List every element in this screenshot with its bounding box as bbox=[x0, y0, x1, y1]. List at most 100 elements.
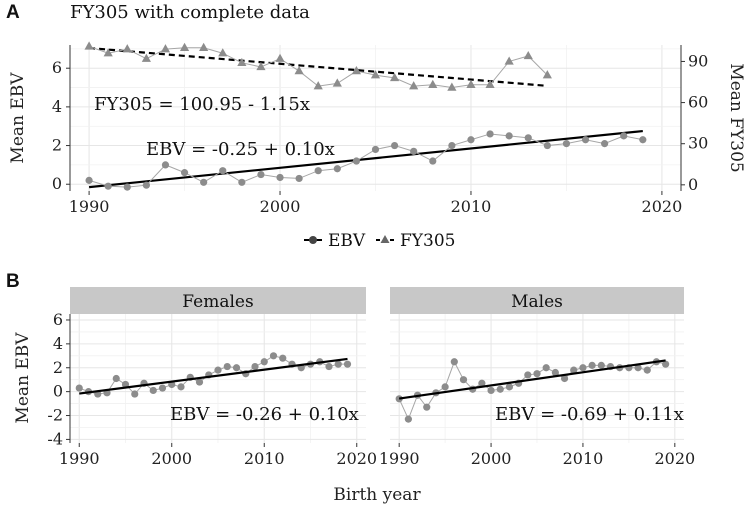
ebv-point bbox=[562, 140, 571, 148]
y-tick-label: -4 bbox=[47, 429, 63, 448]
females-point bbox=[75, 384, 83, 392]
males-strip-label: Males bbox=[511, 292, 563, 312]
y-right-tick-label: 90 bbox=[688, 51, 708, 70]
ebv-point bbox=[601, 140, 609, 148]
ebv-point bbox=[180, 169, 189, 177]
females-point bbox=[251, 362, 259, 371]
fy305-point bbox=[179, 42, 190, 51]
fy305-point bbox=[122, 44, 132, 53]
ebv-point bbox=[410, 147, 418, 155]
males-point bbox=[533, 370, 541, 378]
fy305-point bbox=[256, 61, 266, 71]
females-point bbox=[131, 390, 139, 398]
females-point bbox=[334, 360, 342, 368]
ebv-point bbox=[238, 178, 246, 186]
y-tick-label: 0 bbox=[53, 382, 63, 401]
males-x-tick-label: 1990 bbox=[379, 449, 420, 468]
fy305-point bbox=[332, 78, 342, 87]
males-point bbox=[478, 379, 486, 387]
ebv-trendline bbox=[88, 129, 643, 189]
males-series bbox=[395, 358, 670, 423]
y-tick-label: 6 bbox=[53, 310, 63, 329]
ebv-point bbox=[390, 141, 399, 150]
legend-ebv-marker bbox=[309, 236, 317, 244]
x-tick-label: 2020 bbox=[642, 197, 683, 216]
y-left-tick-label: 2 bbox=[52, 136, 62, 155]
fy305-point bbox=[485, 79, 495, 88]
panel-b-x-label: Birth year bbox=[333, 485, 421, 505]
males-point bbox=[487, 386, 495, 395]
ebv-point bbox=[257, 170, 265, 179]
males-point bbox=[395, 395, 403, 403]
fy305-equation: FY305 = 100.95 - 1.15x bbox=[94, 94, 310, 115]
females-strip bbox=[70, 287, 366, 314]
females-point bbox=[232, 364, 241, 372]
males-grid bbox=[390, 314, 684, 443]
females-point bbox=[195, 378, 204, 386]
y-left-tick-label: 0 bbox=[52, 174, 62, 193]
ebv-point bbox=[524, 134, 532, 142]
panel-a-y-left-label: Mean EBV bbox=[8, 72, 28, 164]
females-x-tick-label: 1990 bbox=[59, 449, 100, 468]
females-x-tick-label: 2000 bbox=[151, 449, 192, 468]
females-strip-label: Females bbox=[182, 292, 253, 312]
x-tick-label: 2010 bbox=[451, 197, 492, 216]
ebv-point bbox=[142, 181, 150, 189]
females-equation: EBV = -0.26 + 0.10x bbox=[170, 404, 359, 425]
fy305-point bbox=[237, 57, 247, 67]
x-tick-label: 1990 bbox=[69, 197, 110, 216]
males-point bbox=[423, 403, 431, 411]
males-trendline bbox=[399, 359, 666, 400]
y-left-tick-label: 4 bbox=[52, 97, 62, 116]
ebv-point bbox=[639, 136, 647, 144]
ebv-point bbox=[581, 136, 590, 144]
ebv-point bbox=[448, 141, 456, 150]
ebv-point bbox=[314, 167, 322, 175]
males-point bbox=[634, 364, 642, 372]
females-point bbox=[214, 366, 222, 374]
fy305-point bbox=[370, 70, 381, 79]
females-point bbox=[260, 358, 268, 366]
males-point bbox=[662, 360, 670, 368]
males-point bbox=[542, 364, 550, 372]
females-point bbox=[149, 386, 157, 395]
fy305-point bbox=[313, 81, 323, 90]
fy305-point bbox=[466, 79, 476, 88]
panel-a-trendlines bbox=[88, 46, 643, 189]
fy305-point bbox=[294, 66, 304, 75]
ebv-point bbox=[505, 132, 513, 140]
y-tick-label: -2 bbox=[47, 406, 63, 425]
females-trend-line bbox=[79, 357, 348, 395]
fy305-point bbox=[447, 82, 457, 91]
ebv-point bbox=[620, 132, 628, 140]
fy305-point bbox=[141, 53, 151, 62]
fy305-point bbox=[504, 56, 514, 65]
fy305-point bbox=[275, 53, 285, 62]
y-tick-label: 2 bbox=[53, 358, 63, 377]
fy305-point bbox=[389, 72, 400, 82]
females-point bbox=[343, 360, 352, 368]
ebv-point bbox=[219, 167, 227, 175]
panel-b-ticks: 1990 2000 2010 2020 -4 -2 0 2 4 6 1990 2000 2010 2020 bbox=[47, 310, 695, 468]
fy305-point bbox=[523, 50, 533, 60]
panel-b-y-label: Mean EBV bbox=[13, 332, 33, 424]
fy305-point bbox=[84, 41, 94, 50]
panel-b-label: B bbox=[6, 271, 20, 292]
x-tick-label: 2000 bbox=[260, 197, 301, 216]
males-point bbox=[524, 371, 532, 379]
males-x-tick-label: 2020 bbox=[654, 449, 695, 468]
males-point bbox=[505, 383, 514, 391]
females-point bbox=[112, 374, 120, 383]
legend-fy305-label: FY305 bbox=[400, 231, 455, 251]
males-point bbox=[643, 366, 651, 374]
males-point bbox=[496, 385, 504, 393]
females-point bbox=[158, 384, 167, 392]
y-tick-label: 4 bbox=[53, 334, 63, 353]
ebv-point bbox=[467, 136, 475, 144]
males-equation: EBV = -0.69 + 0.11x bbox=[495, 404, 684, 425]
males-point bbox=[551, 368, 559, 377]
ebv-point bbox=[104, 182, 112, 190]
panel-a-label: A bbox=[6, 2, 20, 23]
females-x-tick-label: 2010 bbox=[244, 449, 285, 468]
fy305-point bbox=[542, 70, 552, 79]
